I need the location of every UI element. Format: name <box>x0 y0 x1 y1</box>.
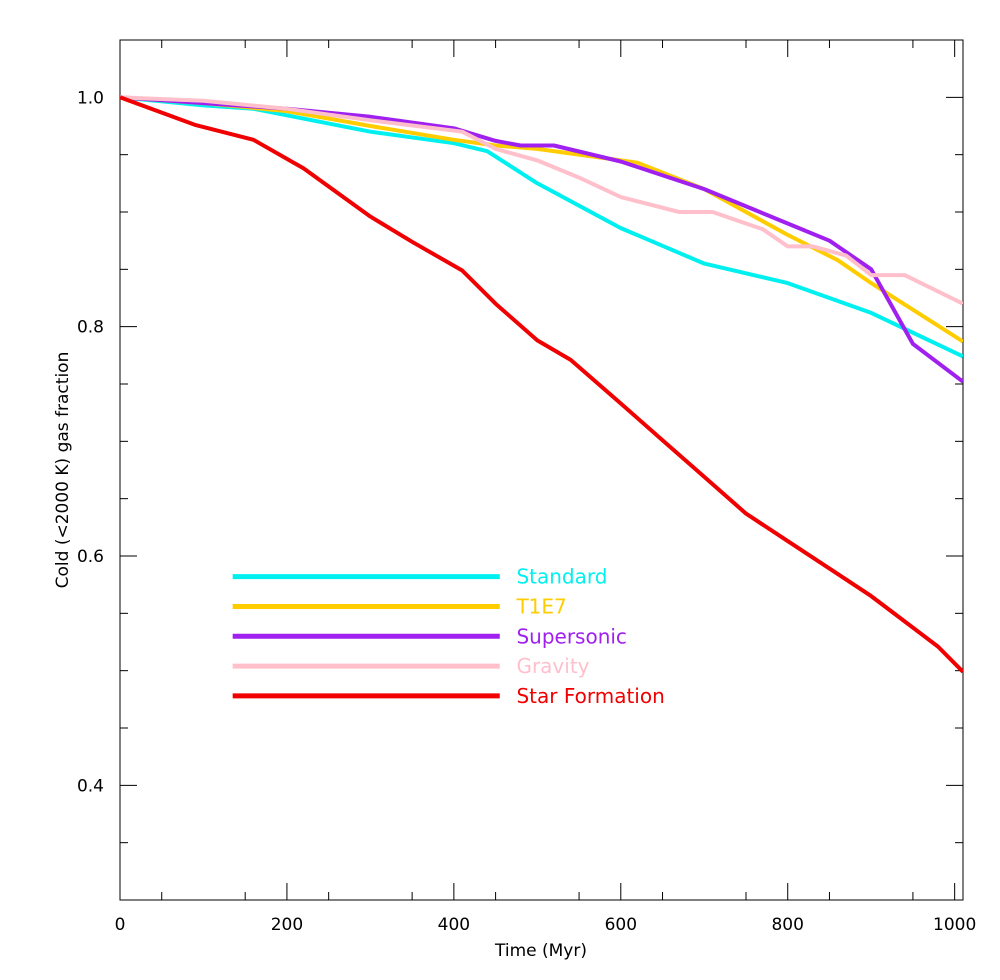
series-line-star-formation <box>120 95 963 674</box>
x-tick-label: 0 <box>115 915 126 935</box>
legend-label-gravity: Gravity <box>516 654 589 678</box>
legend-label-star-formation: Star Formation <box>516 684 664 708</box>
y-tick-label: 0.6 <box>77 547 104 567</box>
series-lines <box>120 95 963 674</box>
series-line-t1e7 <box>120 95 963 344</box>
x-tick-label: 400 <box>438 915 470 935</box>
x-tick-label: 600 <box>605 915 637 935</box>
y-tick-label: 1.0 <box>77 88 104 108</box>
plot-frame <box>119 39 964 901</box>
x-tick-label: 800 <box>771 915 803 935</box>
y-tick-label: 0.8 <box>77 318 104 338</box>
legend-label-t1e7: T1E7 <box>515 594 566 618</box>
legend-label-standard: Standard <box>516 565 607 589</box>
tick-labels: 0 200 400 600 800 1000 0.4 0.6 0.8 1.0 <box>77 88 976 935</box>
series-line-gravity <box>120 95 963 306</box>
legend: Standard T1E7 Supersonic Gravity Star Format… <box>232 565 665 708</box>
x-axis-title: Time (Myr) <box>494 941 587 961</box>
x-tick-label: 200 <box>271 915 303 935</box>
y-tick-label: 0.4 <box>77 776 104 796</box>
axis-ticks <box>119 40 963 900</box>
x-tick-label: 1000 <box>933 915 976 935</box>
legend-label-supersonic: Supersonic <box>516 624 626 648</box>
y-axis-title: Cold (<2000 K) gas fraction <box>53 352 73 589</box>
